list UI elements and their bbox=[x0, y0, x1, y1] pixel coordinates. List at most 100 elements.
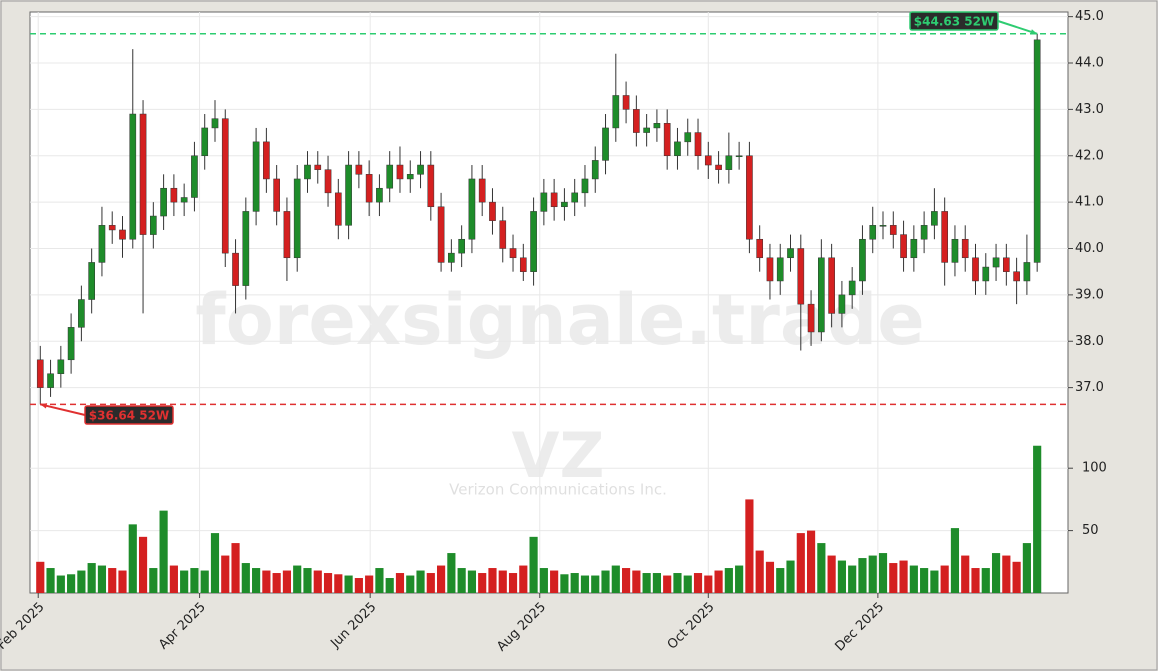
volume-bar bbox=[159, 510, 168, 593]
candle-body bbox=[252, 141, 260, 212]
candle-body bbox=[550, 192, 558, 208]
volume-bar bbox=[971, 568, 980, 593]
volume-bar bbox=[868, 555, 877, 593]
candle-body bbox=[478, 178, 486, 203]
volume-bar bbox=[899, 560, 908, 593]
volume-bar bbox=[673, 573, 682, 593]
volume-bar bbox=[46, 568, 55, 593]
candle-body bbox=[1023, 262, 1031, 282]
candle-body bbox=[304, 164, 311, 180]
volume-bar bbox=[714, 570, 723, 593]
volume-bar bbox=[724, 568, 733, 593]
candle-body bbox=[653, 123, 661, 129]
volume-bar bbox=[909, 565, 918, 593]
candle-body bbox=[139, 113, 147, 235]
candle-body bbox=[848, 280, 856, 296]
candle-body bbox=[221, 118, 229, 254]
candle-body bbox=[540, 192, 548, 212]
candle-body bbox=[376, 187, 383, 203]
candle-body bbox=[972, 257, 979, 282]
volume-bar bbox=[1012, 561, 1021, 593]
volume-bar bbox=[519, 565, 528, 593]
volume-bar bbox=[704, 575, 713, 593]
volume-bar bbox=[416, 570, 425, 593]
volume-bar bbox=[1022, 543, 1031, 593]
volume-bar bbox=[508, 573, 518, 593]
candle-body bbox=[807, 303, 815, 333]
watermark-name: Verizon Communications Inc. bbox=[449, 481, 667, 499]
volume-bar bbox=[36, 561, 45, 593]
volume-bar bbox=[344, 575, 353, 593]
candle-body bbox=[910, 238, 918, 259]
volume-bar bbox=[950, 528, 960, 593]
candle-body bbox=[992, 257, 1000, 268]
volume-bar bbox=[395, 573, 405, 593]
volume-bar bbox=[560, 574, 569, 593]
y-tick-label: 43.0 bbox=[1075, 102, 1104, 117]
candle-body bbox=[293, 178, 301, 259]
candle-body bbox=[273, 178, 280, 212]
candle-body bbox=[509, 248, 517, 259]
volume-bar bbox=[97, 565, 107, 593]
candle-body bbox=[345, 164, 352, 226]
volume-bar bbox=[180, 570, 189, 593]
candle-body bbox=[633, 109, 640, 133]
volume-bar bbox=[108, 568, 117, 593]
candle-body bbox=[170, 187, 178, 203]
candle-body bbox=[571, 192, 579, 203]
y-tick-label: 42.0 bbox=[1075, 148, 1104, 163]
candle-body bbox=[704, 155, 712, 166]
candle-body bbox=[149, 215, 157, 235]
candle-body bbox=[920, 225, 928, 240]
candle-body bbox=[982, 266, 990, 282]
candle-body bbox=[334, 192, 342, 226]
candle-body bbox=[663, 123, 671, 157]
candle-body bbox=[818, 257, 825, 333]
candle-body bbox=[931, 211, 938, 226]
candle-body bbox=[776, 257, 784, 282]
candle-body bbox=[746, 155, 753, 240]
volume-bar bbox=[529, 536, 538, 593]
volume-bar bbox=[77, 570, 86, 593]
volume-bar bbox=[190, 568, 199, 593]
volume-bar bbox=[56, 575, 65, 593]
candle-body bbox=[859, 238, 866, 282]
candle-body bbox=[1033, 39, 1041, 263]
volume-bar bbox=[1033, 445, 1042, 593]
annotation-arrowhead bbox=[1030, 29, 1038, 35]
volume-bar bbox=[282, 570, 292, 593]
candle-body bbox=[1003, 257, 1010, 272]
candle-body bbox=[88, 262, 95, 300]
volume-bar bbox=[878, 553, 888, 593]
annotation-arrow bbox=[40, 403, 86, 416]
candle-body bbox=[489, 201, 496, 221]
volume-bar bbox=[817, 543, 826, 593]
candle-body bbox=[756, 238, 764, 259]
candle-body bbox=[468, 178, 476, 240]
volume-bar bbox=[426, 573, 435, 593]
volume-bar bbox=[858, 558, 867, 593]
volume-bar bbox=[991, 553, 1001, 593]
candle-body bbox=[191, 155, 198, 198]
candle-body bbox=[36, 359, 44, 388]
volume-tick-label: 50 bbox=[1082, 523, 1099, 538]
volume-bar bbox=[961, 555, 970, 593]
volume-bar bbox=[642, 573, 651, 593]
y-tick-label: 38.0 bbox=[1075, 334, 1104, 349]
candle-body bbox=[725, 155, 733, 170]
candle-body bbox=[622, 95, 630, 110]
candle-body bbox=[519, 257, 527, 272]
volume-bar bbox=[200, 570, 209, 593]
candle-body bbox=[365, 174, 373, 203]
volume-bar bbox=[981, 568, 990, 593]
volume-bar bbox=[457, 568, 466, 593]
candle-body bbox=[530, 211, 537, 272]
annotation-label: $44.63 52W bbox=[914, 15, 994, 29]
candle-body bbox=[201, 127, 209, 157]
candle-body bbox=[581, 178, 589, 194]
volume-bar bbox=[776, 568, 785, 593]
candle-body bbox=[263, 141, 270, 180]
candle-body bbox=[643, 127, 650, 133]
volume-bar bbox=[467, 570, 477, 593]
